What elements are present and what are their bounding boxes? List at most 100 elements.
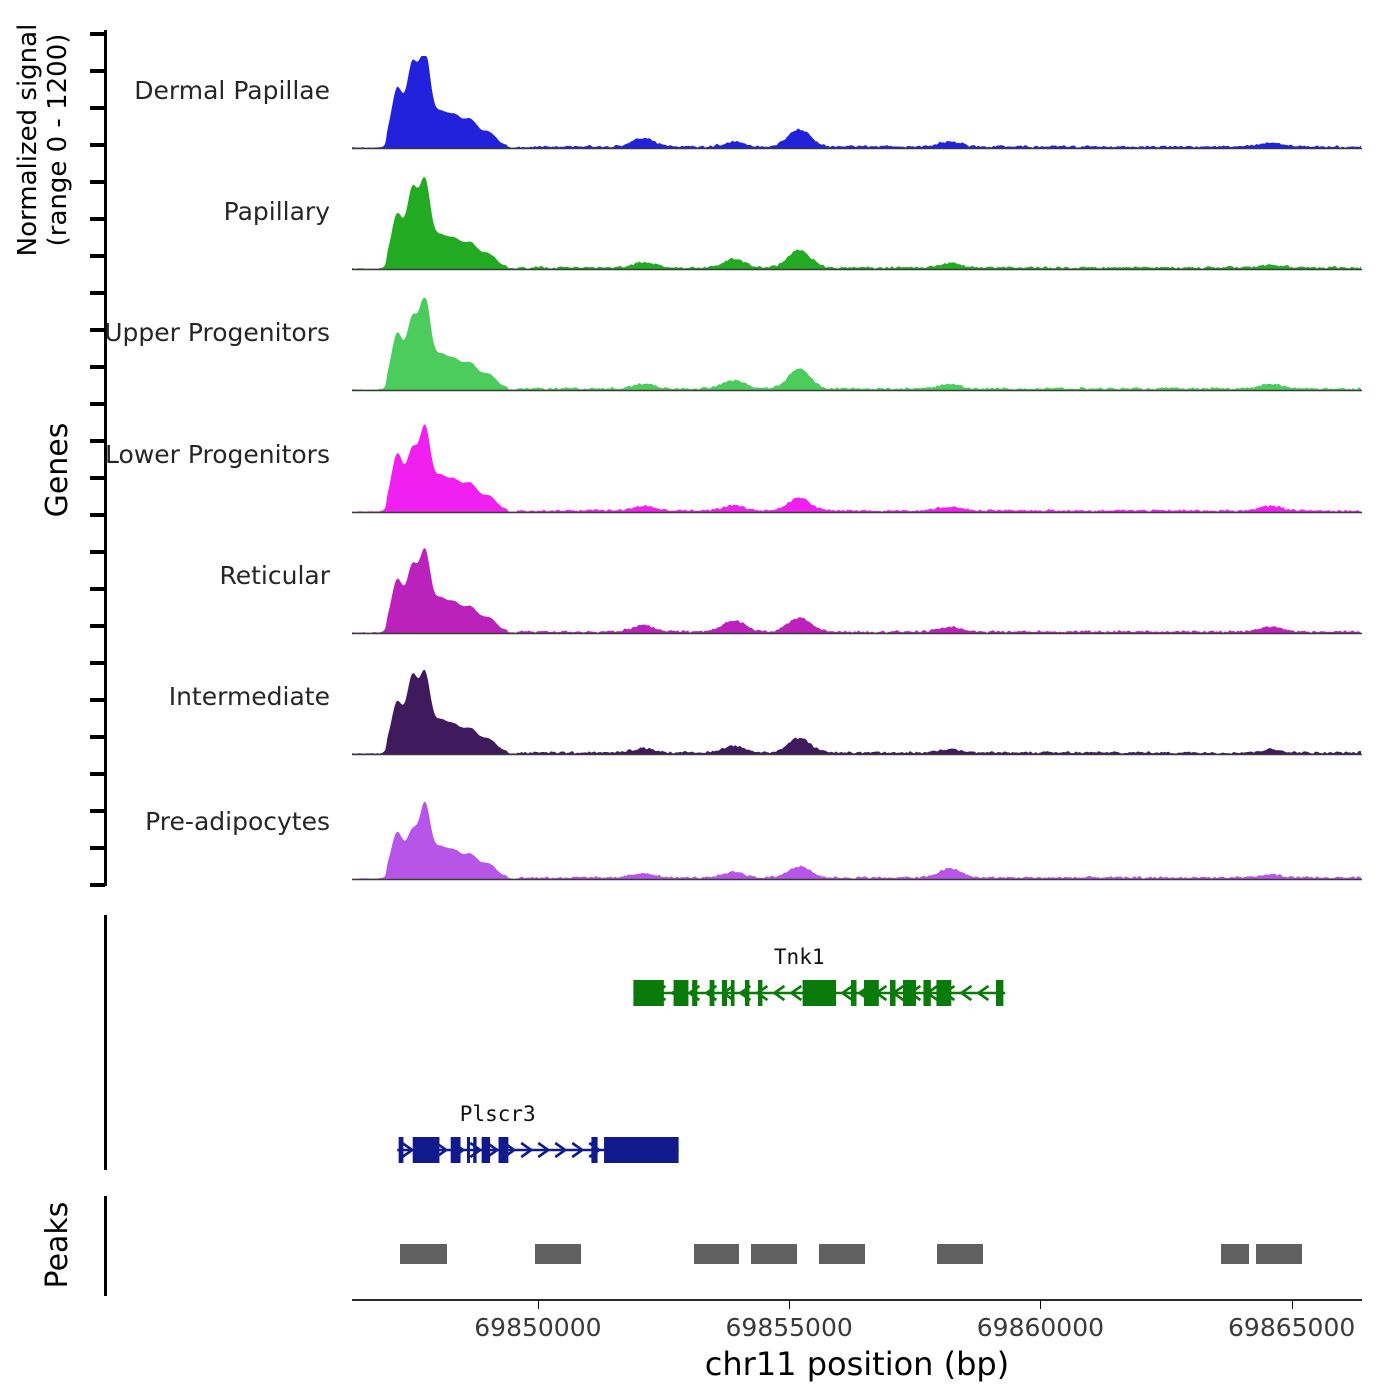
signal-axis-tick	[90, 550, 105, 554]
x-axis-tick-label: 69855000	[725, 1313, 853, 1342]
signal-profile	[352, 424, 1362, 514]
peaks-spine	[104, 1196, 107, 1296]
gene-exon	[757, 980, 763, 1006]
signal-track: Intermediate	[169, 662, 1362, 758]
signal-axis-tick	[90, 698, 105, 702]
signal-track: Dermal Papillae	[134, 56, 1362, 152]
peaks-axis-label: Peaks	[40, 1201, 75, 1289]
track-label: Dermal Papillae	[134, 76, 330, 105]
peak-region	[819, 1244, 865, 1264]
signal-axis-tick	[90, 291, 105, 295]
gene-strand-arrow	[840, 984, 854, 1002]
gene-exon	[709, 980, 715, 1006]
gene-exon	[604, 1137, 679, 1163]
track-label: Lower Progenitors	[105, 440, 330, 469]
genes-spine	[104, 915, 107, 1170]
gene-strand-arrow	[571, 1141, 585, 1159]
gene-exon	[923, 980, 931, 1006]
gene-name-label: Plscr3	[459, 1102, 536, 1126]
gene-strand-arrow	[789, 984, 803, 1002]
peak-region	[937, 1244, 983, 1264]
x-axis: 69850000 69855000 69860000 69865000	[352, 1300, 1362, 1342]
signal-track: Papillary	[224, 177, 1362, 273]
track-label: Pre-adipocytes	[145, 807, 330, 836]
signal-axis-tick	[90, 69, 105, 73]
gene-strand-arrow	[755, 984, 769, 1002]
gene-strand-arrow	[976, 984, 990, 1002]
peak-region	[535, 1244, 581, 1264]
x-axis-title: chr11 position (bp)	[704, 1345, 1010, 1383]
peak-region	[751, 1244, 797, 1264]
gene-exon	[730, 980, 735, 1006]
signal-axis-tick	[90, 587, 105, 591]
gene-exon	[633, 980, 664, 1006]
gene-exon	[863, 980, 879, 1006]
track-label: Upper Progenitors	[104, 318, 330, 347]
gene-exon	[721, 980, 728, 1006]
gene-exon	[995, 980, 1004, 1006]
signal-track: Pre-adipocytes	[145, 787, 1362, 883]
signal-axis-tick	[90, 106, 105, 110]
x-axis-tick-label: 69860000	[976, 1313, 1105, 1342]
x-axis-tick	[789, 1300, 791, 1309]
gene-models	[397, 980, 1006, 1163]
signal-axis-tick	[90, 513, 105, 517]
gene-name-label: Tnk1	[773, 945, 825, 969]
signal-axis-tick	[90, 772, 105, 776]
gene-strand-arrow	[537, 1141, 551, 1159]
signal-profile	[352, 801, 1362, 881]
signal-axis-tick	[90, 328, 105, 332]
x-axis-tick	[1040, 1300, 1042, 1309]
x-axis-tick-label: 69865000	[1228, 1313, 1356, 1342]
signal-tracks: Dermal Papillae Papillary Upper Progenitor…	[104, 56, 1362, 883]
gene-exon	[692, 980, 698, 1006]
signal-axis-tick	[90, 809, 105, 813]
peak-region	[693, 1244, 739, 1264]
signal-axis-tick	[90, 883, 105, 887]
signal-axis-tick	[90, 32, 105, 36]
gene-exon	[802, 980, 837, 1006]
signal-axis-tick	[90, 143, 105, 147]
track-label: Reticular	[219, 561, 330, 590]
gene-exon	[936, 980, 952, 1006]
signal-profile	[352, 56, 1362, 150]
signal-axis-tick	[90, 217, 105, 221]
signal-axis-tick	[90, 624, 105, 628]
gene-exon	[412, 1137, 440, 1163]
gene-strand-arrow	[520, 1141, 534, 1159]
gene-exon	[673, 980, 689, 1006]
signal-profile	[352, 298, 1362, 392]
gene-exon	[498, 1137, 509, 1163]
gene-exon	[889, 980, 896, 1006]
signal-spine	[104, 30, 107, 886]
gene-exon	[591, 1137, 598, 1163]
track-label: Intermediate	[168, 682, 330, 711]
gene-exon	[398, 1137, 404, 1163]
x-axis-line	[352, 1299, 1362, 1301]
gene-strand-arrow	[486, 1141, 500, 1159]
signal-track: Upper Progenitors	[104, 298, 1362, 394]
gene-exon	[473, 1137, 477, 1163]
gene-strand-arrow	[435, 1141, 449, 1159]
x-axis-tick-label: 69850000	[474, 1313, 602, 1342]
gene-exon	[450, 1137, 461, 1163]
signal-profile	[352, 548, 1362, 635]
signal-profile	[352, 177, 1362, 271]
gene-track: Tnk1 Plscr3	[352, 905, 1362, 1195]
x-axis-tick	[1291, 1300, 1293, 1309]
peaks-track	[352, 1210, 1362, 1280]
signal-axis-tick	[90, 476, 105, 480]
gene-exon	[850, 980, 857, 1006]
signal-axis-tick	[90, 661, 105, 665]
signal-axis-tick	[90, 365, 105, 369]
gene-strand-arrow	[401, 1141, 415, 1159]
signal-axis-tick	[90, 180, 105, 184]
gene-exon	[902, 980, 916, 1006]
gene-exon	[481, 1137, 491, 1163]
peak-region	[399, 1244, 448, 1264]
signal-profile	[352, 669, 1362, 756]
gene-strand-arrow	[554, 1141, 568, 1159]
gene-exon	[744, 980, 750, 1006]
gene-exon	[467, 1137, 471, 1163]
